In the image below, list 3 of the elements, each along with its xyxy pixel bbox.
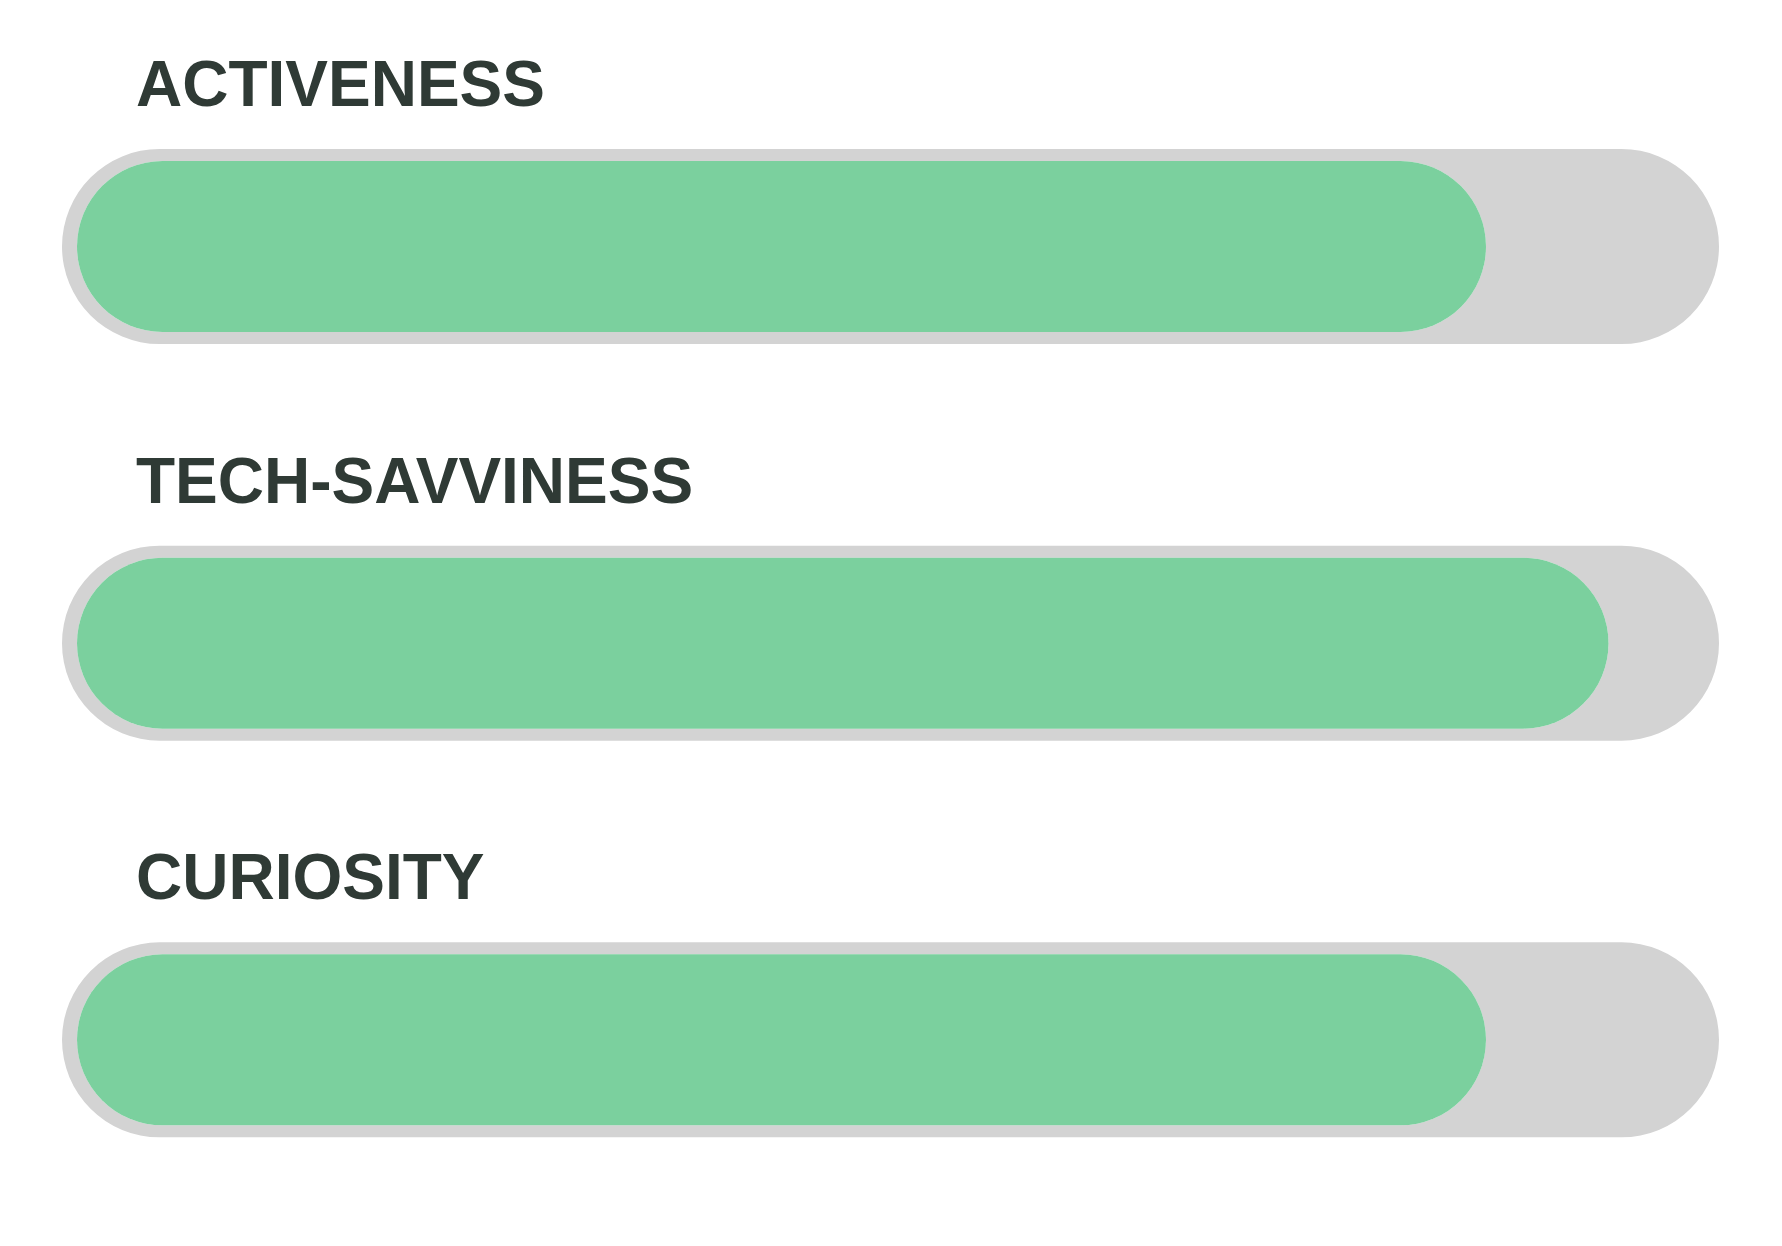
y-tick-label: CURIOSITY [136,841,485,914]
y-tick-label: TECH-SAVVINESS [136,444,694,517]
y-tick-label: ACTIVENESS [136,48,545,120]
